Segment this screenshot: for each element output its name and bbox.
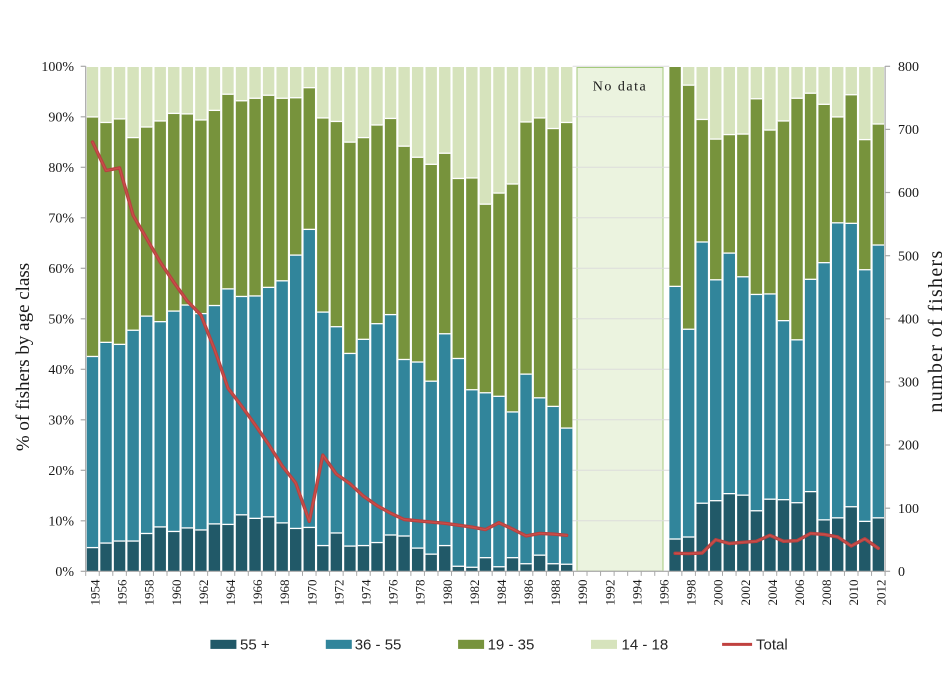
svg-text:36 - 55: 36 - 55 <box>355 637 402 654</box>
svg-text:% of fishers by age class: % of fishers by age class <box>13 263 34 451</box>
svg-text:0%: 0% <box>55 565 74 580</box>
svg-text:Total: Total <box>756 637 788 654</box>
svg-text:1992: 1992 <box>602 580 617 606</box>
svg-text:80%: 80% <box>48 161 74 176</box>
svg-text:1954: 1954 <box>88 579 103 606</box>
svg-text:20%: 20% <box>48 464 74 479</box>
svg-text:400: 400 <box>898 313 919 328</box>
svg-text:0: 0 <box>898 565 905 580</box>
svg-text:1960: 1960 <box>169 580 184 606</box>
svg-text:1986: 1986 <box>521 579 536 606</box>
svg-text:1964: 1964 <box>223 579 238 606</box>
svg-text:1972: 1972 <box>331 580 346 606</box>
svg-text:70%: 70% <box>48 212 74 227</box>
svg-text:55 +: 55 + <box>240 637 270 654</box>
svg-text:10%: 10% <box>48 515 74 530</box>
svg-text:90%: 90% <box>48 111 74 126</box>
svg-text:1958: 1958 <box>142 580 157 606</box>
svg-text:19 - 35: 19 - 35 <box>488 637 535 654</box>
svg-text:100%: 100% <box>41 60 74 75</box>
svg-text:1996: 1996 <box>657 579 672 606</box>
svg-text:1998: 1998 <box>684 580 699 606</box>
svg-text:1962: 1962 <box>196 580 211 606</box>
svg-text:1994: 1994 <box>629 579 644 606</box>
svg-text:1974: 1974 <box>359 579 374 606</box>
svg-text:1980: 1980 <box>440 580 455 606</box>
svg-text:2010: 2010 <box>846 580 861 606</box>
svg-text:100: 100 <box>898 502 919 517</box>
svg-text:1982: 1982 <box>467 580 482 606</box>
svg-text:2002: 2002 <box>738 580 753 606</box>
svg-text:30%: 30% <box>48 414 74 429</box>
svg-text:40%: 40% <box>48 363 74 378</box>
svg-text:2000: 2000 <box>711 580 726 606</box>
svg-text:2008: 2008 <box>819 580 834 606</box>
svg-text:300: 300 <box>898 376 919 391</box>
svg-text:50%: 50% <box>48 313 74 328</box>
svg-text:number of fishers: number of fishers <box>925 249 947 412</box>
svg-text:2006: 2006 <box>792 579 807 606</box>
svg-text:1984: 1984 <box>494 579 509 606</box>
svg-text:14 - 18: 14 - 18 <box>622 637 669 654</box>
svg-text:1966: 1966 <box>250 579 265 606</box>
svg-text:200: 200 <box>898 439 919 454</box>
svg-text:800: 800 <box>898 60 919 75</box>
svg-text:1976: 1976 <box>386 579 401 606</box>
svg-text:1970: 1970 <box>304 580 319 606</box>
svg-text:2004: 2004 <box>765 579 780 606</box>
svg-text:1968: 1968 <box>277 580 292 606</box>
svg-text:500: 500 <box>898 249 919 264</box>
svg-text:60%: 60% <box>48 262 74 277</box>
svg-text:600: 600 <box>898 186 919 201</box>
svg-text:1956: 1956 <box>115 579 130 606</box>
svg-text:1990: 1990 <box>575 580 590 606</box>
svg-text:700: 700 <box>898 123 919 138</box>
svg-text:No data: No data <box>593 80 647 95</box>
svg-text:1978: 1978 <box>413 580 428 606</box>
svg-text:1988: 1988 <box>548 580 563 606</box>
svg-text:2012: 2012 <box>873 580 888 606</box>
